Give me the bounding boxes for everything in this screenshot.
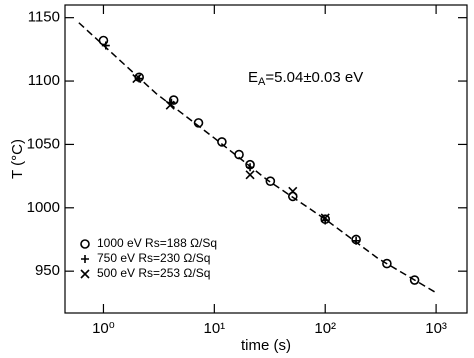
- point: [132, 73, 142, 84]
- y-tick-label: 1150: [28, 9, 60, 26]
- annotation-symbol: E: [248, 69, 258, 86]
- annotation: EA=5.04±0.03 eV: [248, 69, 363, 88]
- point: [165, 100, 175, 110]
- legend-symbol: [80, 269, 90, 279]
- legend-symbol: [81, 255, 89, 263]
- point: [245, 170, 255, 180]
- point: [246, 163, 255, 172]
- legend-label: 750 eV Rs=230 Ω/Sq: [97, 251, 210, 265]
- point: [352, 236, 361, 245]
- x-tick-label: 10³: [425, 320, 447, 337]
- y-tick-label: 1050: [27, 135, 60, 152]
- annotation-subscript: A: [258, 76, 266, 88]
- point: [101, 41, 110, 50]
- annotation-text: =5.04±0.03 eV: [265, 69, 363, 86]
- y-tick-label: 950: [35, 262, 60, 279]
- x-tick-label: 10⁰: [92, 320, 115, 337]
- point: [265, 176, 276, 186]
- point: [217, 137, 227, 147]
- point: [409, 275, 420, 285]
- plot-frame: [64, 4, 468, 314]
- y-tick-label: 1100: [28, 72, 60, 89]
- point: [382, 258, 392, 269]
- y-tick-label: 1000: [27, 199, 60, 216]
- legend-symbol: [80, 239, 90, 249]
- y-axis-label: T (°C): [9, 139, 26, 179]
- point: [234, 149, 244, 160]
- legend-label: 1000 eV Rs=188 Ω/Sq: [97, 236, 217, 250]
- x-tick-label: 10¹: [203, 320, 225, 337]
- point: [168, 95, 179, 105]
- point: [288, 186, 298, 196]
- point: [98, 35, 109, 46]
- legend-label: 500 eV Rs=253 Ω/Sq: [97, 266, 210, 280]
- point: [193, 118, 204, 128]
- point: [320, 213, 330, 223]
- x-axis-label: time (s): [241, 337, 291, 354]
- x-tick-label: 10²: [314, 320, 336, 337]
